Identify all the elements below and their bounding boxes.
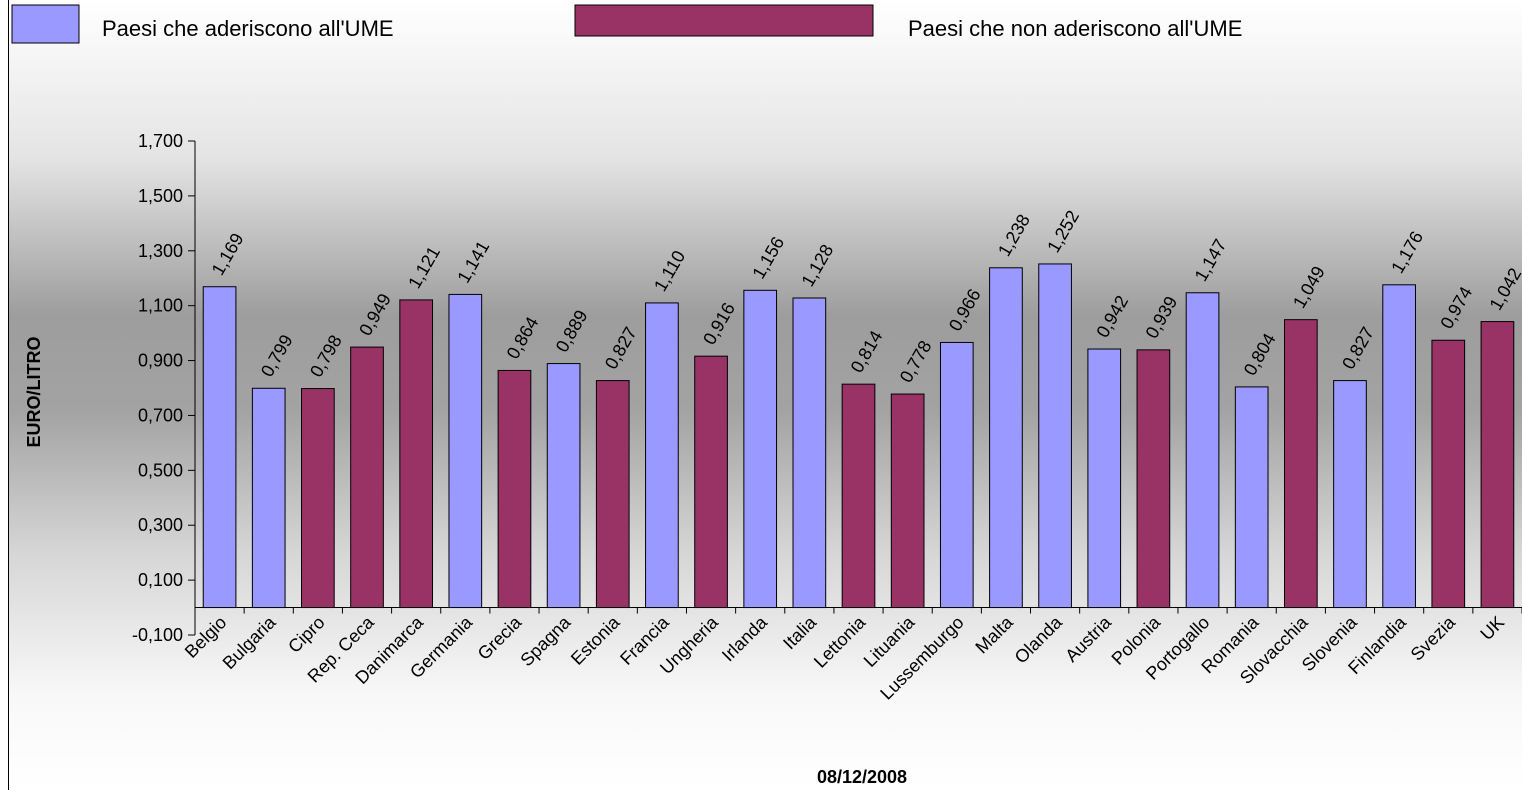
y-tick-label: 0,700 bbox=[138, 405, 183, 425]
bar-italia bbox=[792, 297, 827, 609]
bar-olanda bbox=[1038, 263, 1072, 609]
bar-estonia bbox=[595, 380, 630, 609]
bar-belgio bbox=[202, 286, 237, 609]
bar-lituania bbox=[890, 393, 925, 609]
y-tick-label: 0,100 bbox=[138, 570, 183, 590]
bar-svezia bbox=[1431, 339, 1466, 609]
bar-danimarca bbox=[399, 299, 434, 609]
legend-label-series-1: Paesi che aderiscono all'UME bbox=[102, 16, 394, 41]
y-axis-title: EURO/LITRO bbox=[24, 337, 44, 448]
bar-slovenia bbox=[1333, 380, 1367, 609]
y-tick-label: 1,500 bbox=[138, 186, 183, 206]
bar-germania bbox=[448, 293, 483, 609]
legend: Paesi che aderiscono all'UME Paesi che n… bbox=[11, 4, 1242, 44]
y-tick-label: 0,900 bbox=[138, 351, 183, 371]
legend-swatch-series-1 bbox=[11, 4, 80, 44]
bar-austria bbox=[1087, 348, 1122, 609]
y-tick-label: 0,300 bbox=[138, 515, 183, 535]
bar-portogallo bbox=[1185, 292, 1220, 609]
y-tick-label: -0,100 bbox=[132, 625, 183, 645]
bar-bulgaria bbox=[251, 387, 286, 609]
bar-spagna bbox=[546, 363, 581, 609]
y-tick-label: 0,500 bbox=[138, 460, 183, 480]
bar-cipro bbox=[301, 388, 335, 609]
bar-rep-ceca bbox=[350, 346, 384, 609]
legend-label-series-2: Paesi che non aderiscono all'UME bbox=[908, 16, 1242, 41]
y-tick-label: 1,100 bbox=[138, 296, 183, 316]
bar-ungheria bbox=[694, 355, 728, 609]
x-axis-title: 08/12/2008 bbox=[817, 767, 907, 787]
bar-uk bbox=[1480, 321, 1515, 609]
bar-slovacchia bbox=[1283, 319, 1318, 609]
y-tick-label: 1,300 bbox=[138, 241, 183, 261]
bar-lussemburgo bbox=[939, 341, 974, 609]
bar-finlandia bbox=[1382, 284, 1416, 609]
bar-francia bbox=[645, 302, 679, 609]
bar-polonia bbox=[1136, 349, 1171, 609]
bar-malta bbox=[989, 267, 1023, 609]
legend-swatch-series-2 bbox=[574, 4, 874, 37]
bar-grecia bbox=[497, 369, 532, 609]
bars bbox=[202, 263, 1515, 609]
bar-lettonia bbox=[841, 383, 876, 609]
y-tick-label: 1,700 bbox=[138, 131, 183, 151]
bar-romania bbox=[1234, 386, 1269, 609]
bar-irlanda bbox=[743, 289, 778, 609]
